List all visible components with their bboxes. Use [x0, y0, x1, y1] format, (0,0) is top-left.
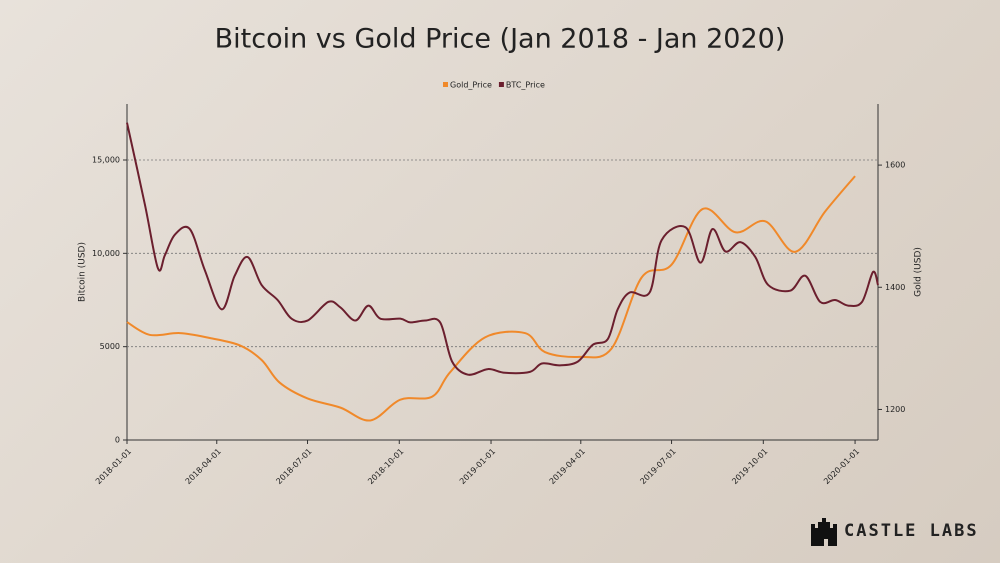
y-tick-label: 5000 — [100, 342, 120, 351]
y-axis-label: Bitcoin (USD) — [78, 242, 88, 302]
y2-tick-label: 1600 — [885, 161, 905, 170]
y-tick-label: 15,000 — [92, 156, 120, 165]
data-line — [126, 175, 856, 422]
logo-text: CASTLE LABS — [844, 521, 979, 541]
x-tick-label: 2019-04-01 — [548, 447, 587, 486]
legend-label: Gold_Price — [450, 81, 492, 90]
x-tick-label: 2018-04-01 — [184, 447, 223, 486]
legend-swatch — [498, 82, 504, 87]
x-tick-label: 2020-01-01 — [822, 447, 861, 486]
y2-axis-label: Gold (USD) — [914, 247, 924, 297]
data-line — [126, 122, 879, 376]
chart-title: Bitcoin vs Gold Price (Jan 2018 - Jan 20… — [215, 24, 786, 55]
y2-tick-label: 1200 — [885, 405, 905, 414]
x-tick-label: 2019-07-01 — [638, 447, 677, 486]
logo-icon — [811, 518, 837, 546]
x-tick-label: 2019-01-01 — [458, 447, 497, 486]
y2-tick-label: 1400 — [885, 283, 905, 292]
legend-item: Gold_Price — [443, 81, 492, 90]
legend-swatch — [443, 82, 448, 87]
legend-label: BTC_Price — [506, 81, 545, 90]
y-tick-label: 0 — [115, 436, 120, 445]
x-tick-label: 2018-10-01 — [366, 447, 405, 486]
logo: CASTLE LABS — [811, 518, 979, 546]
y-tick-label: 10,000 — [92, 249, 120, 258]
x-tick-label: 2018-01-01 — [94, 447, 133, 486]
legend-item: BTC_Price — [498, 81, 545, 90]
x-tick-label: 2018-07-01 — [274, 447, 313, 486]
x-tick-label: 2019-10-01 — [730, 447, 769, 486]
